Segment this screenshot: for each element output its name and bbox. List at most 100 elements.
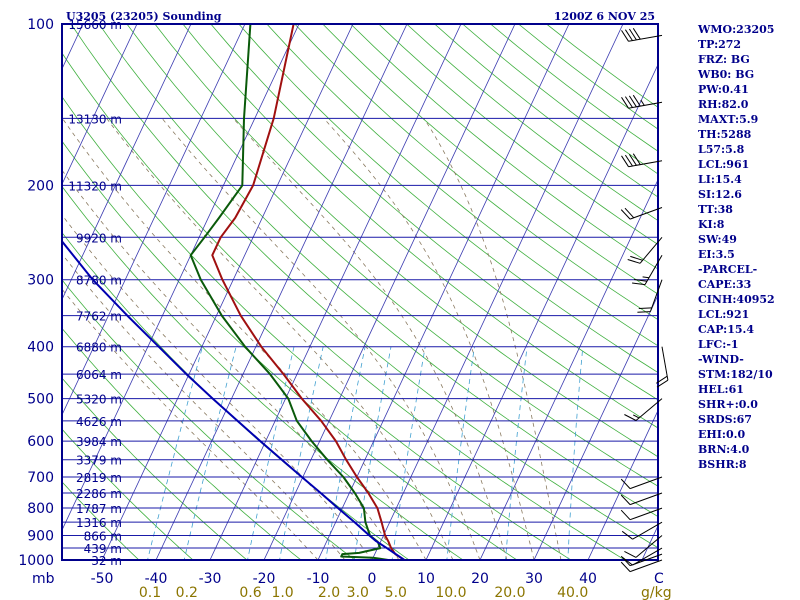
- wind-barb: [632, 254, 663, 286]
- wind-barb-flag: [620, 509, 631, 521]
- index-item: WMO:23205: [698, 23, 775, 36]
- wind-barb-staff: [629, 559, 663, 573]
- index-item: PW:0.41: [698, 83, 749, 96]
- moist-adiabat: [62, 118, 427, 560]
- temperature-line: [211, 24, 405, 560]
- isotherm: [62, 24, 246, 416]
- moist-adiabat: [62, 253, 346, 560]
- height-label: 13130 m: [68, 112, 122, 126]
- dry-adiabat: [62, 96, 572, 560]
- index-item: LCL:961: [698, 158, 750, 171]
- isotherm: [317, 24, 570, 560]
- temperature-tick-label: -40: [145, 571, 168, 587]
- wind-barb-flag: [620, 478, 631, 489]
- dry-adiabat: [70, 24, 658, 549]
- wind-barb: [620, 559, 663, 573]
- pressure-label: 100: [27, 17, 54, 33]
- height-label: 6880 m: [76, 341, 122, 355]
- wind-barb-flag: [621, 155, 629, 167]
- height-label: 2819 m: [76, 471, 122, 485]
- index-item: STM:182/10: [698, 368, 773, 381]
- wind-barb-flag: [627, 259, 641, 264]
- height-label: 7762 m: [76, 310, 122, 324]
- wind-barb-flag: [628, 95, 637, 108]
- index-item: BSHR:8: [698, 458, 747, 471]
- pressure-label: 900: [27, 529, 54, 545]
- height-label: 2286 m: [76, 487, 122, 501]
- pressure-label: 400: [27, 340, 54, 356]
- height-labels: 15660 m 13130 m 11320 m 9920 m 8780 m 7762 m 6…: [68, 18, 122, 568]
- index-item: CINH:40952: [698, 293, 775, 306]
- wind-barb-flag: [628, 28, 637, 41]
- isotherm: [371, 24, 624, 560]
- wind-barb-flag: [632, 28, 641, 40]
- wind-barb: [620, 207, 663, 220]
- wind-barb-flag: [628, 154, 637, 166]
- temperature-tick-label: 30: [525, 571, 543, 587]
- wind-barb-flag: [621, 97, 629, 109]
- mixing-ratio-tick-label: 20.0: [494, 585, 525, 600]
- wind-barb: [656, 346, 669, 388]
- index-item: BRN:4.0: [698, 443, 750, 456]
- index-item: HEL:61: [698, 383, 744, 396]
- index-item: SI:12.6: [698, 188, 742, 201]
- height-label: 15660 m: [68, 18, 122, 32]
- mixing-ratio-tick-label: 1.0: [271, 585, 293, 600]
- temperature-unit-label: C: [654, 571, 664, 587]
- height-label: 9920 m: [76, 231, 122, 245]
- pressure-label: 200: [27, 178, 54, 194]
- mixing-ratio-line: [325, 346, 366, 560]
- dry-adiabat: [62, 185, 464, 560]
- moist-adiabat: [423, 118, 562, 560]
- wind-barb-flag: [621, 530, 633, 540]
- index-item: LFC:-1: [698, 338, 739, 351]
- height-label: 8780 m: [76, 274, 122, 288]
- index-item: CAPE:33: [698, 278, 752, 291]
- wind-barb-staff: [628, 101, 663, 109]
- isotherm: [62, 24, 300, 532]
- moist-adiabat: [62, 288, 319, 560]
- mixing-ratio-tick-label: 2.0: [318, 585, 340, 600]
- mixing-ratio-line: [147, 346, 203, 560]
- wind-barb: [620, 476, 663, 490]
- isotherm: [263, 24, 516, 560]
- dry-adiabat: [182, 24, 658, 429]
- wind-barb: [627, 236, 663, 264]
- dry-adiabat: [294, 24, 658, 321]
- wind-barb-flag: [620, 561, 631, 572]
- wind-barb-flag: [624, 29, 633, 41]
- dewpoint-line: [189, 24, 389, 560]
- mixing-ratio-axis-labels: 0.1 0.2 0.6 1.0 2.0 3.0 5.0 10.0 20.0 40.0: [139, 585, 588, 600]
- dry-adiabat: [62, 327, 302, 560]
- moist-adiabat: [233, 118, 508, 560]
- mixing-ratio-tick-label: 0.6: [239, 585, 261, 600]
- pressure-label: 300: [27, 273, 54, 289]
- height-label: 32 m: [91, 554, 122, 568]
- temperature-axis-labels: -50 -40 -30 -20 -10 0 10 20 30 40: [91, 571, 597, 587]
- wind-barb-flag: [621, 556, 633, 566]
- dry-adiabat: [154, 24, 658, 458]
- wind-barb-flag: [638, 307, 652, 309]
- wind-barb: [621, 153, 663, 168]
- mixing-ratio-tick-label: 40.0: [557, 585, 588, 600]
- index-item: TH:5288: [698, 128, 752, 141]
- index-item: LCL:921: [698, 308, 750, 321]
- dry-adiabat: [62, 140, 518, 560]
- dry-adiabat: [62, 377, 248, 560]
- index-item: EHI:0.0: [698, 428, 746, 441]
- wind-barb-half-flag: [632, 414, 640, 419]
- index-item: LI:15.4: [698, 173, 742, 186]
- moist-adiabat: [62, 169, 400, 560]
- dry-adiabat: [322, 24, 658, 295]
- dry-adiabat: [210, 24, 658, 401]
- dry-adiabat: [238, 24, 658, 374]
- height-label: 3984 m: [76, 435, 122, 449]
- wind-barb-flag: [621, 30, 629, 42]
- height-label: 4626 m: [76, 415, 122, 429]
- index-item: CAP:15.4: [698, 323, 755, 336]
- index-item: EI:3.5: [698, 248, 735, 261]
- temperature-tick-label: -10: [307, 571, 330, 587]
- isotherm: [101, 24, 354, 560]
- wind-barb-flag: [624, 207, 635, 219]
